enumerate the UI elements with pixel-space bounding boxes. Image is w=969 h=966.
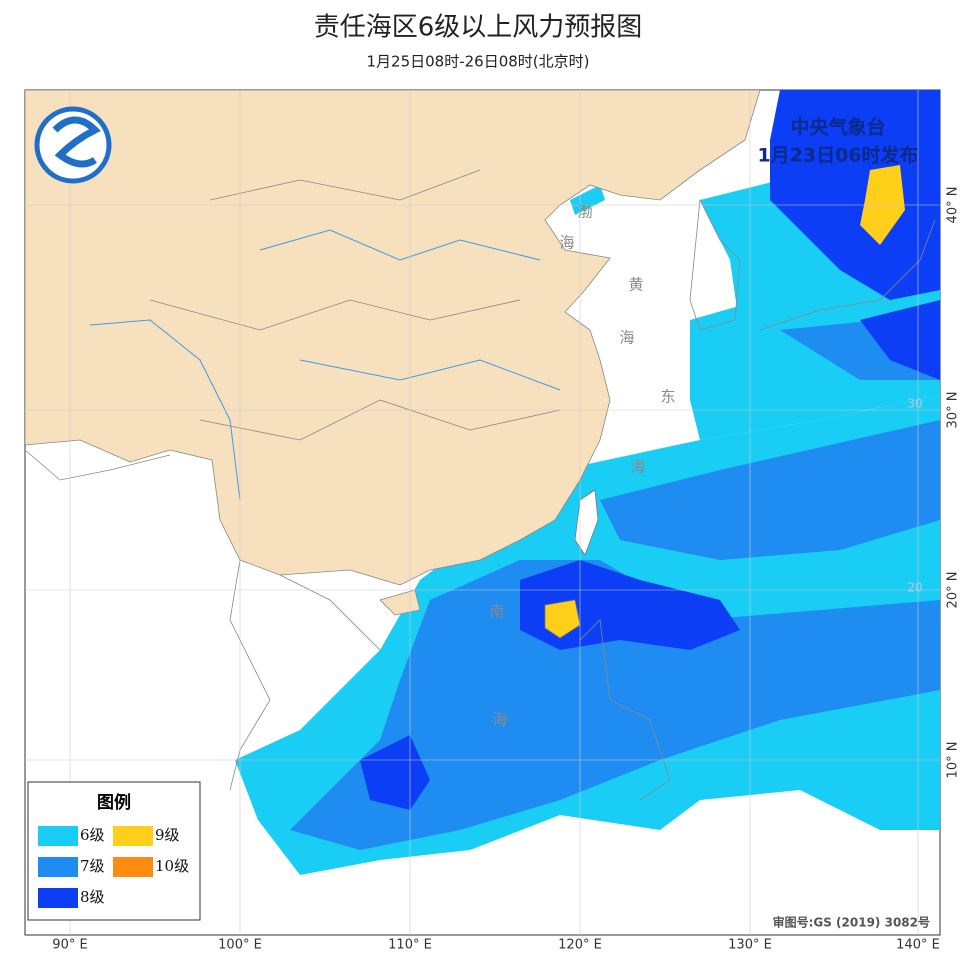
legend-swatch: [38, 888, 78, 908]
legend-swatch: [38, 826, 78, 846]
sea-label: 东: [660, 388, 675, 406]
legend-label: 8级: [80, 888, 105, 906]
sea-label: 南: [489, 603, 504, 621]
legend-label: 7级: [80, 857, 105, 875]
approval-number: 审图号:GS (2019) 3082号: [773, 915, 930, 930]
longitude-label: 100° E: [218, 938, 262, 953]
latitude-label: 20° N: [946, 572, 961, 609]
longitude-label: 90° E: [52, 938, 87, 953]
issuer: 中央气象台: [790, 116, 885, 139]
issue-time: 1月23日06时发布: [757, 144, 918, 167]
latitude-label: 30° N: [946, 392, 961, 429]
legend-swatch: [113, 857, 153, 877]
legend-label: 10级: [155, 857, 189, 875]
inner-latitude-label: 20: [907, 581, 922, 595]
latitude-label: 10° N: [946, 742, 961, 779]
longitude-label: 130° E: [728, 938, 772, 953]
legend-swatch: [38, 857, 78, 877]
subtitle: 1月25日08时-26日08时(北京时): [366, 53, 589, 71]
legend-label: 9级: [155, 826, 180, 844]
longitude-label: 120° E: [558, 938, 602, 953]
sea-label: 黄: [628, 276, 643, 294]
legend-title: 图例: [97, 792, 131, 813]
longitude-label: 110° E: [388, 938, 432, 953]
inner-latitude-label: 30: [907, 397, 922, 411]
latitude-label: 40° N: [946, 187, 961, 224]
sea-label: 海: [630, 458, 645, 476]
map-frame: [24, 89, 941, 936]
sea-label: 渤: [577, 203, 592, 221]
logo: [34, 106, 112, 184]
longitude-label: 140° E: [896, 938, 940, 953]
title: 责任海区6级以上风力预报图: [314, 13, 643, 43]
sea-label: 海: [619, 329, 634, 347]
legend-label: 6级: [80, 826, 105, 844]
sea-label: 海: [492, 711, 507, 729]
sea-label: 海: [559, 234, 574, 252]
legend-swatch: [113, 826, 153, 846]
